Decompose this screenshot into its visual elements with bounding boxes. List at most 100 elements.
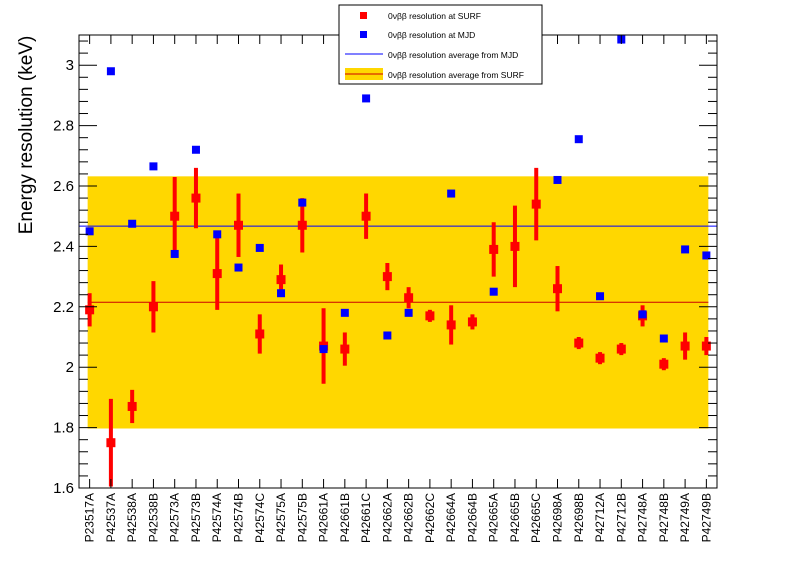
legend-label-surf: 0νββ resolution at SURF xyxy=(388,11,481,21)
mjd-point xyxy=(574,135,583,144)
plot-area xyxy=(79,35,717,487)
mjd-point xyxy=(638,310,647,319)
mjd-point xyxy=(553,175,562,184)
y-tick-label: 2.4 xyxy=(53,238,74,255)
y-tick-label: 2.8 xyxy=(53,118,74,135)
x-category-label: P42749B xyxy=(699,493,713,542)
legend-label-mjd-average: 0νββ resolution average from MJD xyxy=(388,50,518,60)
surf-point xyxy=(553,284,562,294)
surf-point xyxy=(127,401,137,411)
x-category-label: P42712B xyxy=(614,493,628,542)
mjd-point xyxy=(383,331,392,340)
y-tick-label: 2.2 xyxy=(53,299,74,316)
x-category-label: P42664B xyxy=(465,493,479,542)
mjd-point xyxy=(277,289,286,298)
surf-point xyxy=(148,302,158,312)
mjd-point xyxy=(447,189,456,198)
legend-marker-mjd xyxy=(360,31,367,38)
x-category-label: P42665C xyxy=(529,493,543,543)
y-tick-label: 2 xyxy=(66,359,74,376)
x-category-label: P42537A xyxy=(104,493,118,542)
surf-point xyxy=(446,320,456,330)
mjd-point xyxy=(128,219,137,228)
x-category-label: P42748B xyxy=(657,493,671,542)
legend-label-mjd: 0νββ resolution at MJD xyxy=(388,30,475,40)
mjd-point xyxy=(191,145,200,154)
y-tick-label: 1.6 xyxy=(53,480,74,497)
mjd-point xyxy=(149,162,158,171)
x-category-label: P42665A xyxy=(487,493,501,542)
surf-point xyxy=(425,311,435,321)
mjd-point xyxy=(362,94,371,103)
surf-point xyxy=(616,344,626,354)
surf-point xyxy=(510,241,520,251)
mjd-point xyxy=(702,251,711,260)
surf-point xyxy=(489,244,499,254)
surf-point xyxy=(574,338,584,348)
x-category-label: P42538B xyxy=(146,493,160,542)
mjd-point xyxy=(298,198,307,207)
surf-point xyxy=(659,359,669,369)
legend-label-surf-average: 0νββ resolution average from SURF xyxy=(388,70,524,80)
x-category-label: P23517A xyxy=(83,493,97,542)
mjd-point xyxy=(106,67,115,76)
surf-point xyxy=(340,344,350,354)
surf-point xyxy=(85,305,95,315)
surf-point xyxy=(595,353,605,363)
x-category-label: P42698B xyxy=(572,493,586,542)
surf-point xyxy=(382,272,392,282)
mjd-point xyxy=(319,345,328,354)
surf-point xyxy=(404,293,414,303)
surf-point xyxy=(701,341,711,351)
x-category-label: P42661B xyxy=(338,493,352,542)
surf-point xyxy=(531,199,541,209)
mjd-point xyxy=(170,249,179,258)
surf-point xyxy=(361,211,371,221)
mjd-point xyxy=(85,227,94,236)
x-category-label: P42661A xyxy=(317,493,331,542)
mjd-point xyxy=(234,263,243,272)
surf-point xyxy=(106,438,116,448)
axes: 1.6 1.8 2 2.2 2.4 2.6 2.8 3 P23517A P42537A P42538… xyxy=(53,35,717,543)
data-points xyxy=(85,35,711,487)
x-category-label: P42749A xyxy=(678,493,692,542)
mjd-point xyxy=(404,308,413,317)
x-category-label: P42538A xyxy=(125,493,139,542)
x-category-label: P42575B xyxy=(295,493,309,542)
x-category-label: P42574B xyxy=(232,493,246,542)
x-category-label: P42664A xyxy=(444,493,458,542)
surf-point xyxy=(297,220,307,230)
x-category-label: P42662C xyxy=(423,493,437,543)
surf-point xyxy=(170,211,180,221)
surf-point xyxy=(212,269,222,279)
y-tick-label: 1.8 xyxy=(53,420,74,437)
x-category-label: P42574A xyxy=(210,493,224,542)
y-tick-label: 2.6 xyxy=(53,178,74,195)
x-category-label: P42574C xyxy=(253,493,267,543)
surf-point xyxy=(276,275,286,285)
x-category-label: P42748A xyxy=(636,493,650,542)
x-category-label: P42698A xyxy=(551,493,565,542)
legend-marker-surf xyxy=(360,12,367,19)
x-category-label: P42662B xyxy=(402,493,416,542)
y-tick-label: 3 xyxy=(66,57,74,74)
surf-point xyxy=(255,329,265,339)
x-category-label: P42573B xyxy=(189,493,203,542)
mjd-point xyxy=(255,243,264,252)
y-axis-title: Energy resolution (keV) xyxy=(16,36,37,235)
mjd-point xyxy=(659,334,668,343)
mjd-point xyxy=(213,230,222,239)
x-category-label: P42661C xyxy=(359,493,373,543)
x-category-label: P42712A xyxy=(593,493,607,542)
mjd-point xyxy=(681,245,690,254)
surf-point xyxy=(191,193,201,203)
x-category-label: P42573A xyxy=(168,493,182,542)
surf-point xyxy=(680,341,690,351)
x-category-label: P42662A xyxy=(380,493,394,542)
mjd-point xyxy=(340,308,349,317)
mjd-point xyxy=(596,292,605,301)
x-category-label: P42665B xyxy=(508,493,522,542)
mjd-point xyxy=(489,287,498,296)
x-category-label: P42575A xyxy=(274,493,288,542)
